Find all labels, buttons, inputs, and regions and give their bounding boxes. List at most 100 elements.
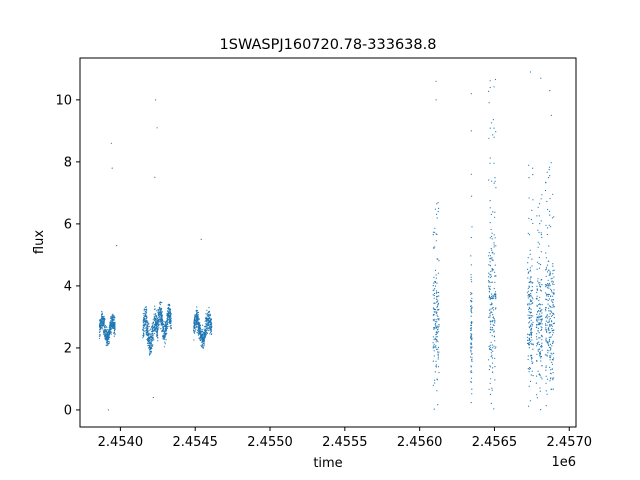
data-point bbox=[149, 339, 151, 341]
data-point bbox=[169, 315, 171, 317]
data-point bbox=[471, 281, 473, 283]
data-point bbox=[492, 328, 494, 330]
data-point bbox=[537, 324, 539, 326]
data-point bbox=[111, 325, 113, 327]
data-point bbox=[540, 198, 542, 200]
data-point bbox=[164, 333, 166, 335]
data-point bbox=[529, 317, 531, 319]
data-point bbox=[539, 355, 541, 357]
data-point bbox=[164, 324, 166, 326]
data-point bbox=[163, 331, 165, 333]
data-point bbox=[551, 300, 553, 302]
data-point bbox=[471, 339, 473, 341]
data-point bbox=[436, 311, 438, 313]
data-point bbox=[492, 119, 494, 121]
data-point bbox=[537, 327, 540, 329]
data-point bbox=[540, 321, 542, 323]
data-point bbox=[204, 320, 206, 322]
data-point bbox=[163, 325, 165, 327]
data-point bbox=[528, 405, 530, 407]
data-point bbox=[551, 283, 554, 285]
data-point bbox=[203, 343, 205, 345]
data-point bbox=[108, 326, 110, 328]
data-point bbox=[435, 274, 437, 276]
data-point bbox=[201, 341, 203, 343]
data-point bbox=[194, 330, 196, 332]
data-point bbox=[550, 352, 552, 354]
data-point bbox=[167, 310, 169, 313]
data-point bbox=[193, 330, 196, 332]
data-point bbox=[552, 359, 554, 361]
data-point bbox=[147, 338, 149, 340]
data-point bbox=[529, 278, 531, 280]
y-tick-label: 10 bbox=[55, 93, 72, 108]
data-point bbox=[153, 313, 155, 315]
data-point bbox=[148, 342, 150, 344]
data-point bbox=[111, 318, 113, 320]
data-point bbox=[144, 327, 146, 329]
data-point bbox=[434, 345, 436, 347]
data-point bbox=[160, 316, 163, 318]
data-point bbox=[160, 320, 162, 322]
data-point bbox=[545, 390, 547, 392]
y-axis: 0 2 4 6 8 10 bbox=[55, 93, 80, 418]
data-point bbox=[550, 324, 552, 326]
data-point bbox=[432, 231, 434, 233]
data-point bbox=[491, 269, 493, 271]
data-point bbox=[471, 346, 473, 348]
data-point bbox=[470, 279, 472, 281]
data-point bbox=[488, 295, 491, 297]
data-point bbox=[101, 311, 103, 313]
y-tick-label: 0 bbox=[64, 403, 72, 418]
data-point bbox=[151, 344, 153, 346]
data-point bbox=[488, 309, 491, 311]
data-point bbox=[470, 370, 472, 372]
data-point bbox=[149, 333, 151, 335]
data-point bbox=[489, 255, 491, 257]
data-point bbox=[109, 317, 112, 319]
data-point bbox=[549, 175, 551, 177]
data-point bbox=[156, 127, 158, 129]
data-point bbox=[435, 346, 437, 349]
data-point bbox=[108, 342, 110, 344]
data-point bbox=[162, 337, 164, 339]
data-point bbox=[489, 157, 491, 159]
data-point bbox=[540, 234, 542, 236]
data-point bbox=[491, 268, 493, 270]
data-point bbox=[491, 344, 493, 346]
data-point bbox=[470, 381, 472, 383]
data-point bbox=[541, 304, 543, 306]
data-point bbox=[546, 287, 549, 289]
data-point bbox=[165, 339, 167, 341]
data-point bbox=[157, 316, 159, 318]
y-axis-label: flux bbox=[32, 230, 47, 254]
data-point bbox=[107, 331, 109, 333]
data-point bbox=[539, 354, 541, 356]
data-point bbox=[527, 290, 529, 292]
data-point bbox=[491, 329, 493, 331]
data-point bbox=[531, 355, 533, 357]
data-point bbox=[490, 341, 492, 343]
data-point bbox=[548, 166, 551, 168]
data-point bbox=[437, 356, 439, 358]
data-point bbox=[198, 330, 201, 332]
data-point bbox=[549, 210, 551, 212]
data-point bbox=[491, 122, 493, 124]
data-point bbox=[107, 329, 109, 331]
data-point bbox=[168, 310, 170, 312]
data-point bbox=[550, 373, 552, 375]
data-point bbox=[201, 346, 203, 348]
data-point bbox=[529, 307, 531, 310]
data-point bbox=[196, 332, 198, 334]
data-point bbox=[547, 299, 549, 302]
data-point bbox=[433, 282, 435, 284]
data-point bbox=[537, 206, 539, 208]
data-point bbox=[528, 281, 530, 283]
data-point bbox=[487, 280, 490, 282]
data-point bbox=[470, 93, 472, 95]
data-point bbox=[166, 318, 168, 320]
data-point bbox=[552, 292, 554, 294]
data-point bbox=[104, 335, 106, 337]
data-point bbox=[160, 312, 162, 314]
data-point bbox=[435, 319, 437, 321]
